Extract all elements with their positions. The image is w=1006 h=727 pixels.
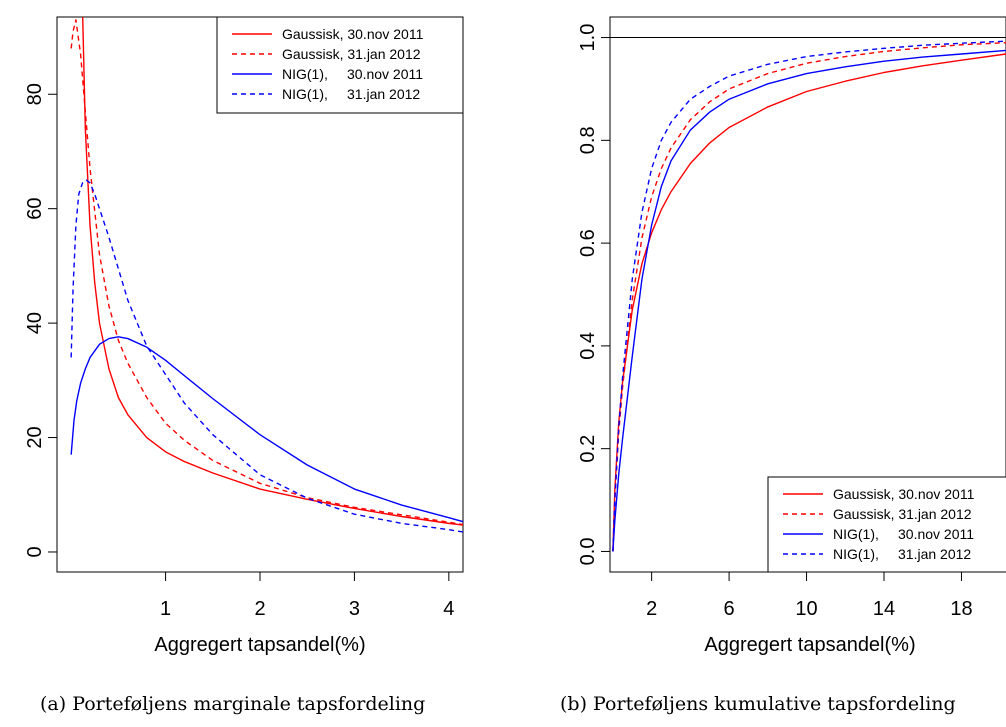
y-tick-label: 0.6 <box>577 229 599 257</box>
series-line-1 <box>70 19 463 526</box>
legend-box <box>216 16 464 114</box>
series-line-0 <box>81 17 463 526</box>
y-tick-label: 0.2 <box>577 435 599 463</box>
legend-label-3: NIG(1), <box>833 546 879 562</box>
legend-label-2: NIG(1), <box>282 66 328 82</box>
y-tick-label: 80 <box>24 83 46 105</box>
series-line-3 <box>70 179 463 533</box>
caption-b: (b) Porteføljens kumulative tapsfordelin… <box>560 693 956 715</box>
x-axis-label: Aggregert tapsandel(%) <box>154 634 365 656</box>
series-line-0 <box>612 53 1006 552</box>
x-tick-label: 2 <box>254 598 265 620</box>
legend-label-0: Gaussisk, 30.nov 2011 <box>282 26 424 42</box>
x-tick-label: 4 <box>443 598 454 620</box>
series-line-1 <box>612 41 1006 552</box>
series-line-2 <box>612 49 1006 552</box>
y-tick-label: 40 <box>24 312 46 334</box>
legend-label-date-2: 30.nov 2011 <box>898 526 974 542</box>
x-tick-label: 1 <box>160 598 171 620</box>
y-tick-label: 0 <box>24 546 46 557</box>
chart-panel-b: 2 6 10 14 18 0.0 0.2 0.4 0.6 0.8 1.0 Aggregert taps… <box>577 16 1006 656</box>
caption-a: (a) Porteføljens marginale tapsfordeling <box>40 693 426 715</box>
x-tick-label: 6 <box>724 598 735 620</box>
legend-label-date-3: 31.jan 2012 <box>898 546 971 562</box>
series-line-3 <box>612 40 1006 552</box>
legend-label-date-2: 30.nov 2011 <box>347 66 423 82</box>
y-tick-label: 60 <box>24 198 46 220</box>
x-tick-label: 10 <box>795 598 817 620</box>
legend-label-1: Gaussisk, 31.jan 2012 <box>833 506 972 522</box>
y-tick-label: 1.0 <box>577 24 599 52</box>
series-group <box>70 17 463 533</box>
legend-label-1: Gaussisk, 31.jan 2012 <box>282 46 421 62</box>
x-tick-label: 2 <box>646 598 657 620</box>
series-line-2 <box>70 336 463 523</box>
x-tick-label: 14 <box>873 598 895 620</box>
y-tick-label: 20 <box>24 426 46 448</box>
series-group <box>612 40 1006 552</box>
x-tick-label: 18 <box>950 598 972 620</box>
x-axis-label: Aggregert tapsandel(%) <box>704 634 915 656</box>
y-tick-label: 0.0 <box>577 538 599 566</box>
legend-label-0: Gaussisk, 30.nov 2011 <box>833 486 975 502</box>
x-tick-label: 3 <box>349 598 360 620</box>
legend-box <box>767 476 1006 573</box>
y-tick-label: 0.4 <box>577 332 599 360</box>
legend-label-date-3: 31.jan 2012 <box>347 86 420 102</box>
legend-label-3: NIG(1), <box>282 86 328 102</box>
legend-label-2: NIG(1), <box>833 526 879 542</box>
y-tick-label: 0.8 <box>577 126 599 154</box>
